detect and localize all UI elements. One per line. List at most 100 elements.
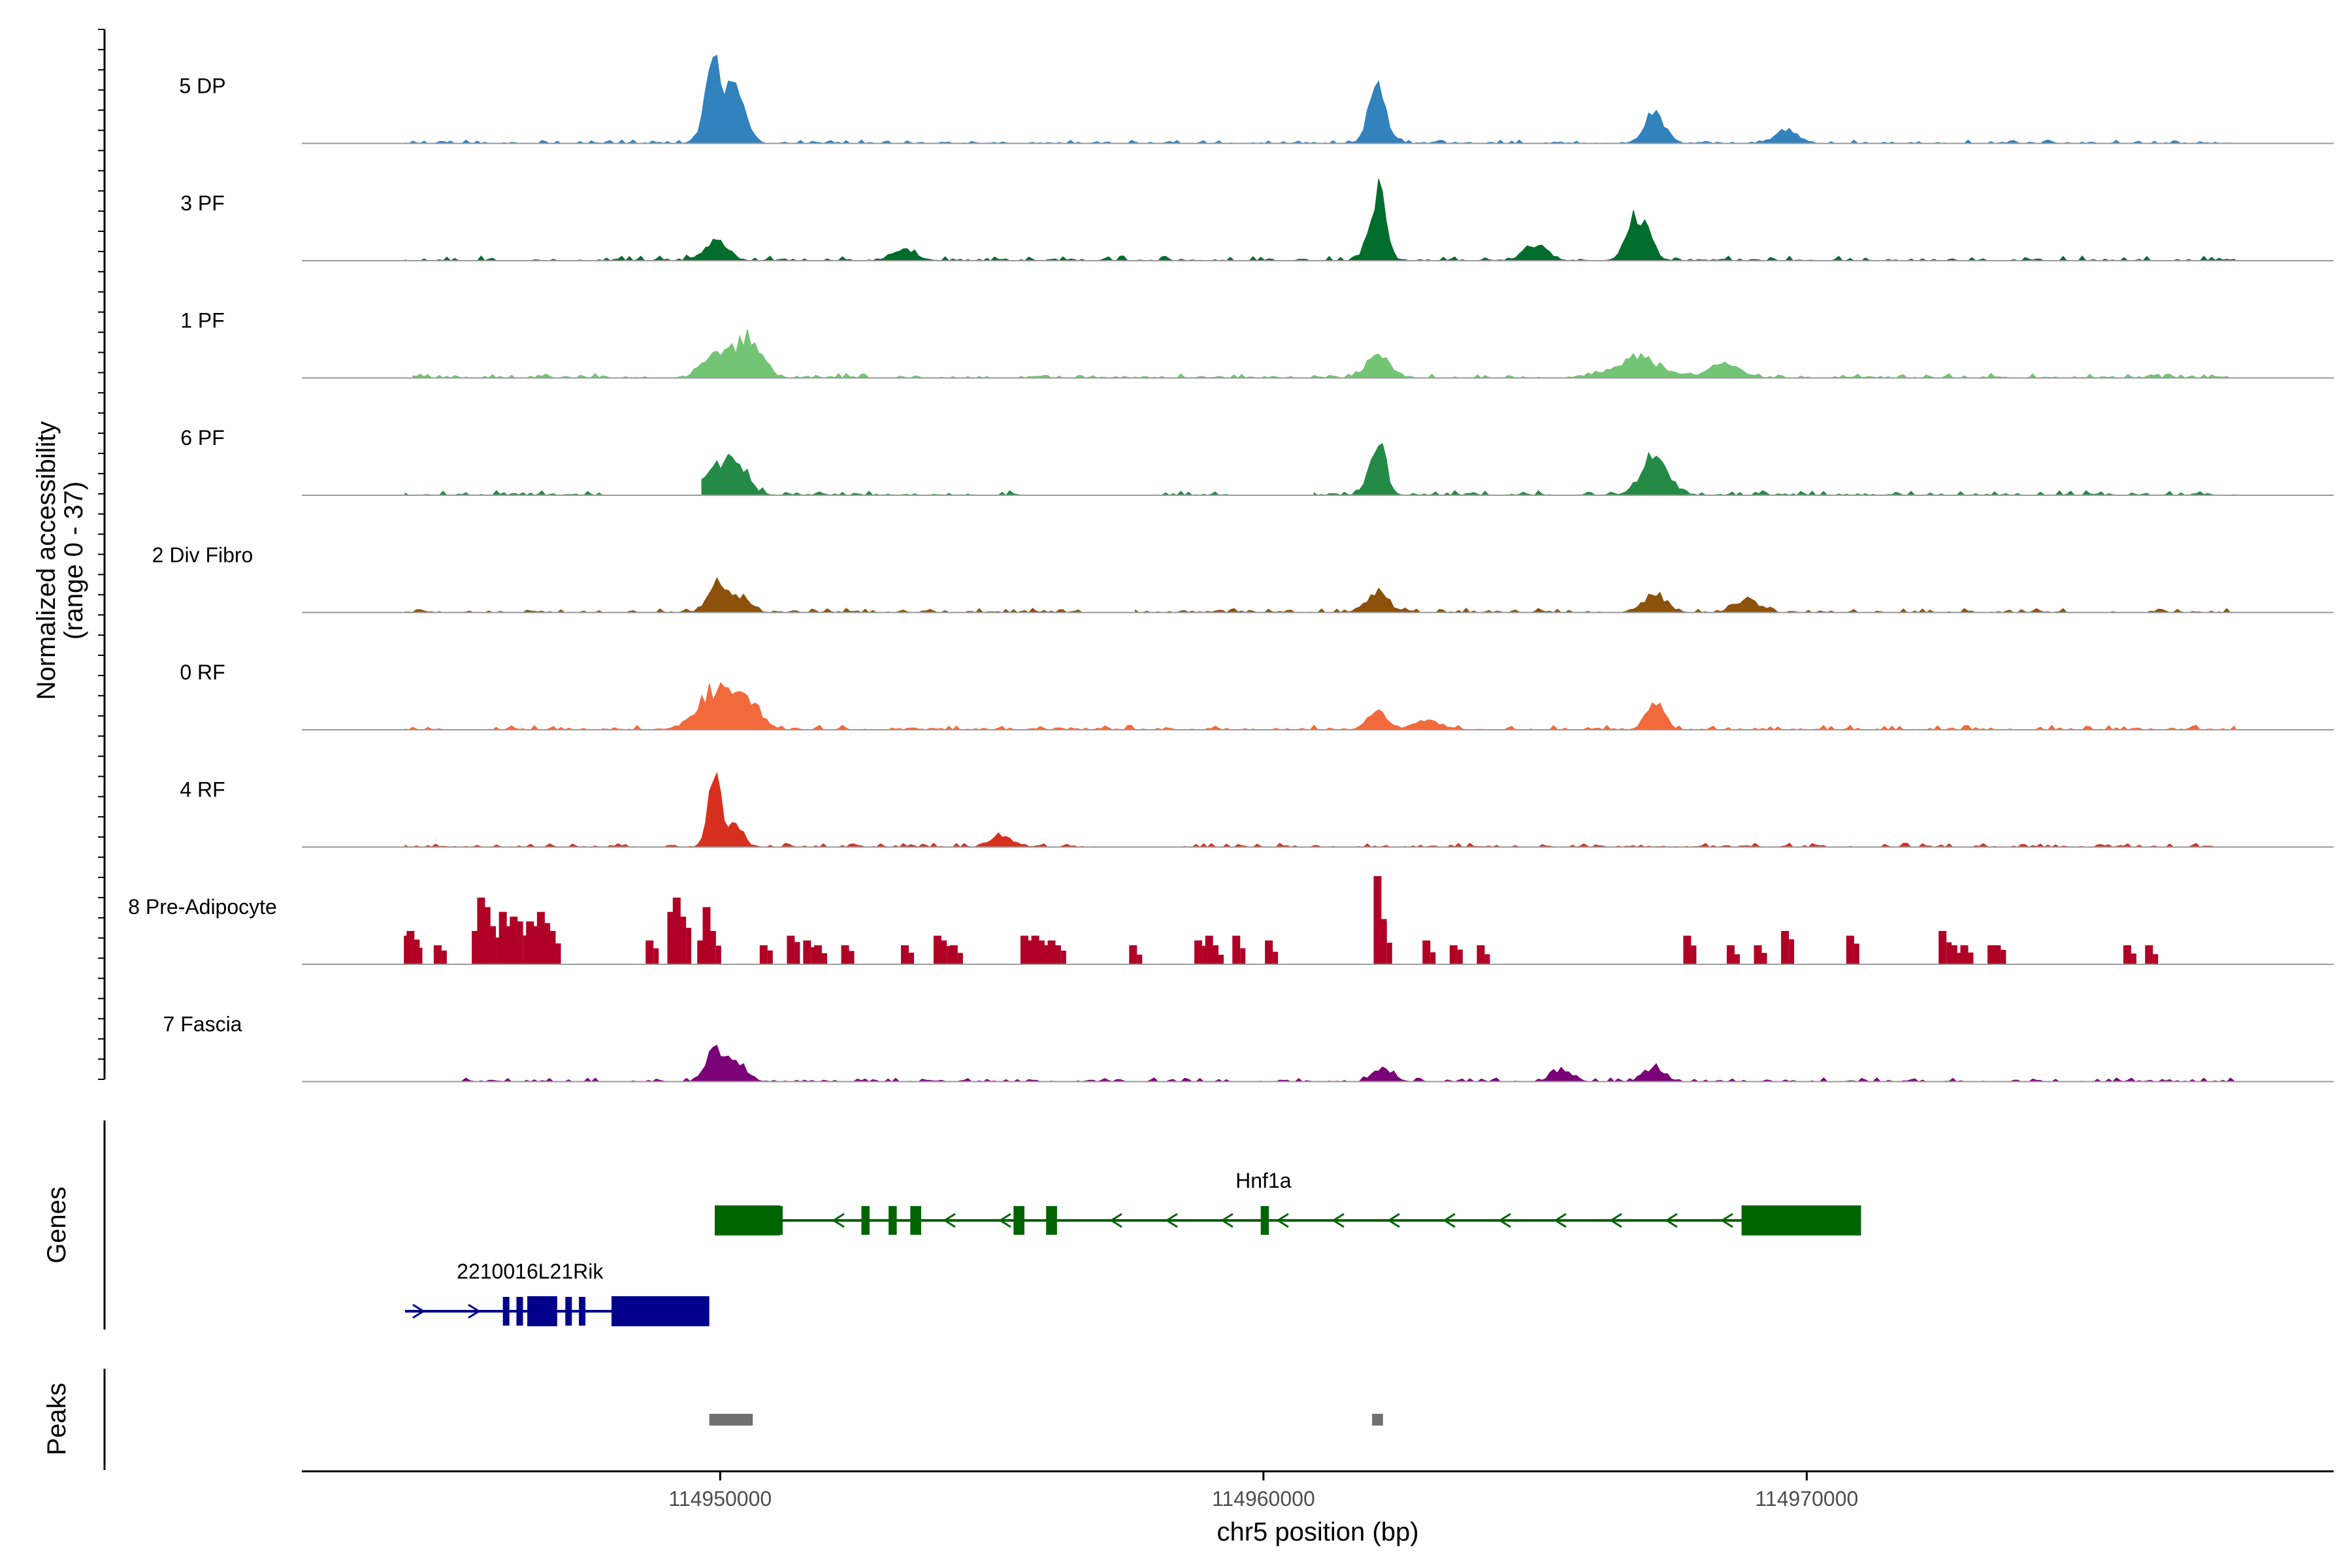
- gene-exon: [714, 1205, 780, 1235]
- coverage-bar: [1449, 945, 1458, 964]
- coverage-bar: [947, 945, 953, 964]
- coverage-bar: [441, 950, 447, 964]
- gene-exon: [516, 1297, 523, 1326]
- coverage-bar: [678, 917, 687, 964]
- coverage-bar: [767, 950, 773, 964]
- strand-arrow-icon: [1109, 1213, 1122, 1228]
- coverage-bar: [1484, 954, 1490, 964]
- coverage-bar: [523, 935, 529, 964]
- coverage-area: [404, 577, 2236, 613]
- gene-label: 2210016L21Rik: [457, 1260, 604, 1283]
- gene-model: [714, 1205, 1861, 1235]
- coverage-bar: [1265, 940, 1273, 964]
- coverage-bar: [1386, 942, 1392, 964]
- coverage-area: [404, 443, 2236, 496]
- coverage-bar: [1854, 943, 1859, 964]
- coverage-bar: [787, 936, 795, 964]
- strand-arrow-icon: [1220, 1213, 1233, 1228]
- gene-exon: [1046, 1206, 1057, 1235]
- coverage-bar: [1949, 945, 1957, 964]
- coverage-track: [302, 329, 2334, 379]
- coverage-bar: [1457, 949, 1463, 964]
- coverage-bar: [1946, 942, 1952, 964]
- coverage-bar: [715, 945, 721, 964]
- coverage-bar: [1789, 939, 1795, 964]
- strand-arrow-icon: [1331, 1213, 1345, 1228]
- track-label: 6 PF: [180, 426, 225, 449]
- coverage-bar: [1960, 945, 1968, 964]
- coverage-bar: [2123, 945, 2132, 964]
- coverage-bar: [515, 921, 523, 964]
- coverage-bar: [811, 947, 817, 964]
- coverage-area: [404, 178, 2237, 261]
- coverage-bar: [1957, 953, 1963, 964]
- coverage-bar: [1211, 945, 1219, 964]
- strand-arrow-icon: [1165, 1213, 1178, 1228]
- strand-arrow-icon: [412, 1303, 425, 1319]
- coverage-bar: [1726, 945, 1735, 964]
- coverage-track: [302, 443, 2334, 496]
- peak-region: [1372, 1414, 1383, 1426]
- strand-arrow-icon: [832, 1213, 845, 1228]
- coverage-bar: [1194, 940, 1203, 964]
- x-tick-label: 114960000: [1212, 1487, 1315, 1511]
- strand-arrow-icon: [1276, 1213, 1289, 1228]
- coverage-bar: [759, 945, 768, 964]
- gene-label: Hnf1a: [1235, 1169, 1292, 1192]
- gene-exon: [579, 1297, 586, 1326]
- strand-arrow-icon: [1554, 1213, 1567, 1228]
- coverage-area: [404, 54, 2236, 144]
- coverage-track: [302, 1044, 2334, 1083]
- coverage-bar: [708, 930, 716, 964]
- track-label: 4 RF: [180, 778, 225, 802]
- coverage-bar: [653, 948, 659, 964]
- coverage-track: [302, 54, 2334, 144]
- strand-arrow-icon: [1609, 1213, 1622, 1228]
- track-label: 8 Pre-Adipocyte: [128, 895, 277, 919]
- coverage-bar: [2001, 949, 2006, 964]
- coverage-track: [302, 681, 2334, 730]
- coverage-bar: [939, 940, 947, 964]
- coverage-bar: [1938, 930, 1947, 964]
- coverage-bar: [433, 945, 442, 964]
- gene-exon: [910, 1206, 921, 1235]
- coverage-bar: [1240, 948, 1246, 964]
- coverage-bar: [1683, 936, 1691, 964]
- coverage-bar: [1781, 930, 1789, 964]
- coverage-track: [302, 772, 2334, 848]
- coverage-area: [412, 329, 2236, 379]
- track-label: 5 DP: [179, 74, 225, 98]
- track-label: 3 PF: [180, 191, 225, 215]
- coverage-bar: [1273, 951, 1279, 964]
- x-axis-title: chr5 position (bp): [1217, 1518, 1418, 1546]
- coverage-bar: [1422, 940, 1431, 964]
- coverage-bar: [901, 945, 909, 964]
- coverage-bar: [909, 953, 915, 964]
- coverage-bar: [417, 947, 423, 964]
- x-tick-label: 114950000: [668, 1487, 772, 1511]
- gene-exon: [565, 1297, 572, 1326]
- coverage-bar: [555, 943, 561, 964]
- strand-arrow-icon: [998, 1213, 1011, 1228]
- coverage-track: [302, 178, 2334, 261]
- coverage-bar: [1754, 945, 1762, 964]
- coverage-bar: [409, 940, 417, 964]
- coverage-bar: [841, 945, 849, 964]
- coverage-bar: [1691, 945, 1697, 964]
- strand-arrow-icon: [943, 1213, 956, 1228]
- coverage-bar: [957, 953, 963, 964]
- track-label: 1 PF: [180, 309, 225, 333]
- coverage-bar: [1053, 945, 1061, 964]
- gene-exon: [1260, 1206, 1269, 1235]
- coverage-bar: [821, 953, 827, 964]
- track-label: 0 RF: [180, 661, 225, 684]
- coverage-bar: [1477, 945, 1485, 964]
- peak-region: [709, 1414, 753, 1426]
- coverage-bar: [1379, 921, 1387, 964]
- coverage-bar: [1129, 945, 1137, 964]
- gene-exon: [758, 1205, 770, 1235]
- coverage-track: [302, 577, 2334, 613]
- gene-exon: [1741, 1205, 1861, 1235]
- track-label: 2 Div Fibro: [152, 544, 253, 567]
- coverage-bar: [813, 945, 822, 964]
